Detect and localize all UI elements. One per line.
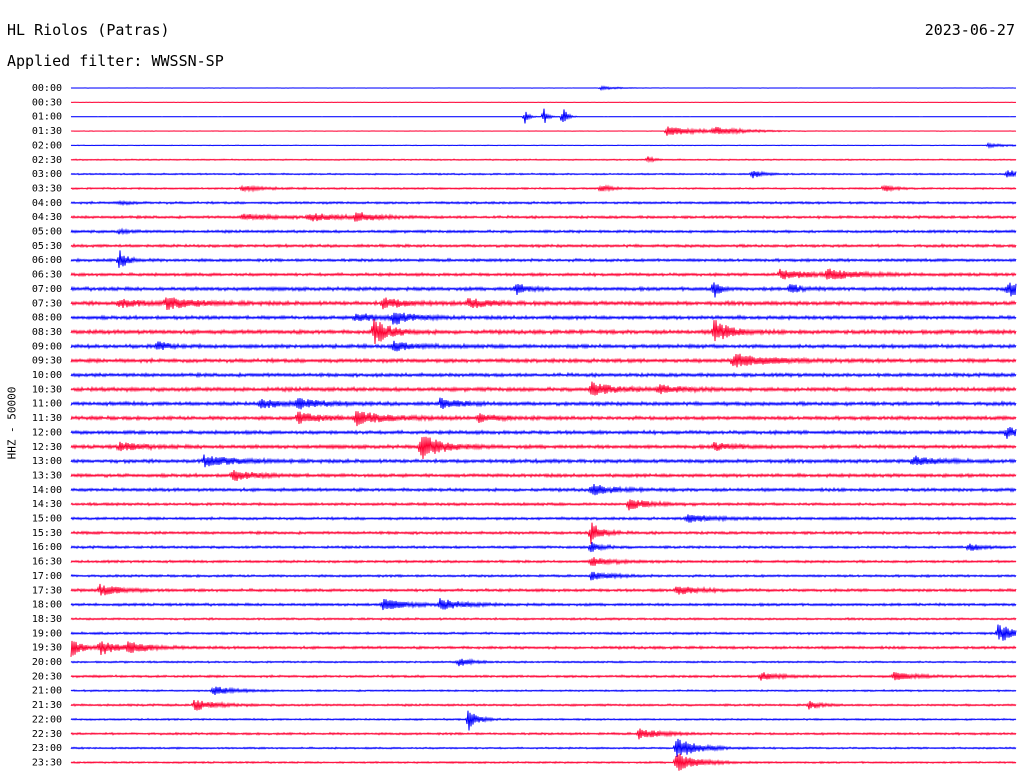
time-label: 08:00 xyxy=(32,313,62,324)
trace-0430 xyxy=(70,212,1017,222)
time-label: 00:00 xyxy=(32,83,62,94)
trace-0930 xyxy=(70,353,1017,368)
trace-2330 xyxy=(70,753,1017,771)
trace-0300 xyxy=(70,170,1017,179)
trace-0130 xyxy=(70,126,1017,136)
trace-2100 xyxy=(70,686,1017,695)
time-label: 00:30 xyxy=(32,97,62,108)
trace-2200 xyxy=(70,710,1017,731)
trace-1330 xyxy=(70,469,1017,482)
time-label: 13:30 xyxy=(32,470,62,481)
time-label: 22:00 xyxy=(32,714,62,725)
trace-2030 xyxy=(70,672,1017,681)
trace-0800 xyxy=(70,312,1017,325)
trace-0630 xyxy=(70,268,1017,280)
trace-0900 xyxy=(70,340,1017,352)
time-label: 16:30 xyxy=(32,557,62,568)
time-label: 10:30 xyxy=(32,384,62,395)
trace-1130 xyxy=(70,411,1017,427)
trace-2230 xyxy=(70,728,1017,740)
time-label: 06:00 xyxy=(32,255,62,266)
station-title: HL Riolos (Patras) xyxy=(7,21,170,39)
trace-1300 xyxy=(70,454,1017,468)
trace-1200 xyxy=(70,427,1017,439)
trace-0830 xyxy=(70,319,1017,345)
time-label: 05:00 xyxy=(32,227,62,238)
time-label: 21:00 xyxy=(32,686,62,697)
time-label: 23:00 xyxy=(32,743,62,754)
trace-1500 xyxy=(70,514,1017,523)
trace-0330 xyxy=(70,184,1017,193)
trace-1900 xyxy=(70,624,1017,641)
trace-1230 xyxy=(70,436,1017,460)
time-label: 15:00 xyxy=(32,514,62,525)
trace-1000 xyxy=(70,371,1017,379)
trace-2130 xyxy=(70,700,1017,711)
time-label: 01:00 xyxy=(32,112,62,123)
trace-1430 xyxy=(70,499,1017,511)
trace-0100 xyxy=(70,108,1017,124)
time-label: 09:00 xyxy=(32,341,62,352)
trace-1700 xyxy=(70,571,1017,581)
trace-1530 xyxy=(70,522,1017,545)
trace-0700 xyxy=(70,282,1017,298)
trace-0530 xyxy=(70,243,1017,249)
time-label: 19:00 xyxy=(32,628,62,639)
trace-0230 xyxy=(70,156,1017,164)
trace-1830 xyxy=(70,616,1017,621)
time-label: 08:30 xyxy=(32,327,62,338)
trace-1930 xyxy=(70,640,1017,657)
trace-1630 xyxy=(70,557,1017,566)
time-label: 06:30 xyxy=(32,270,62,281)
time-label: 03:30 xyxy=(32,183,62,194)
time-label: 01:30 xyxy=(32,126,62,137)
time-label: 09:30 xyxy=(32,356,62,367)
trace-0600 xyxy=(70,250,1017,268)
trace-2300 xyxy=(70,738,1017,757)
time-label: 15:30 xyxy=(32,528,62,539)
time-label: 18:00 xyxy=(32,600,62,611)
time-label: 13:00 xyxy=(32,456,62,467)
trace-1600 xyxy=(70,542,1017,553)
time-label: 17:00 xyxy=(32,571,62,582)
time-label: 16:00 xyxy=(32,542,62,553)
time-label: 14:30 xyxy=(32,499,62,510)
time-label: 14:00 xyxy=(32,485,62,496)
time-label: 19:30 xyxy=(32,643,62,654)
trace-1800 xyxy=(70,598,1017,611)
time-label: 07:00 xyxy=(32,284,62,295)
time-label: 05:30 xyxy=(32,241,62,252)
time-label: 22:30 xyxy=(32,729,62,740)
time-label: 18:30 xyxy=(32,614,62,625)
time-label: 20:00 xyxy=(32,657,62,668)
time-label: 11:30 xyxy=(32,413,62,424)
time-label: 12:00 xyxy=(32,427,62,438)
time-label: 23:30 xyxy=(32,757,62,768)
time-label: 17:30 xyxy=(32,585,62,596)
trace-0730 xyxy=(70,297,1017,311)
time-label: 07:30 xyxy=(32,298,62,309)
time-label: 02:00 xyxy=(32,140,62,151)
time-label: 03:00 xyxy=(32,169,62,180)
trace-1030 xyxy=(70,381,1017,396)
trace-1400 xyxy=(70,484,1017,496)
time-label: 04:00 xyxy=(32,198,62,209)
trace-0500 xyxy=(70,227,1017,236)
time-label: 11:00 xyxy=(32,399,62,410)
record-date: 2023-06-27 xyxy=(924,21,1015,39)
trace-2000 xyxy=(70,658,1017,667)
trace-1100 xyxy=(70,397,1017,410)
time-label: 12:30 xyxy=(32,442,62,453)
trace-0400 xyxy=(70,199,1017,207)
time-label: 21:30 xyxy=(32,700,62,711)
time-label: 04:30 xyxy=(32,212,62,223)
trace-0000 xyxy=(70,85,1017,92)
trace-1730 xyxy=(70,583,1017,596)
filter-label: Applied filter: WWSSN-SP xyxy=(7,52,224,70)
time-label: 10:00 xyxy=(32,370,62,381)
time-label: 02:30 xyxy=(32,155,62,166)
time-label: 20:30 xyxy=(32,671,62,682)
trace-0200 xyxy=(70,142,1017,149)
